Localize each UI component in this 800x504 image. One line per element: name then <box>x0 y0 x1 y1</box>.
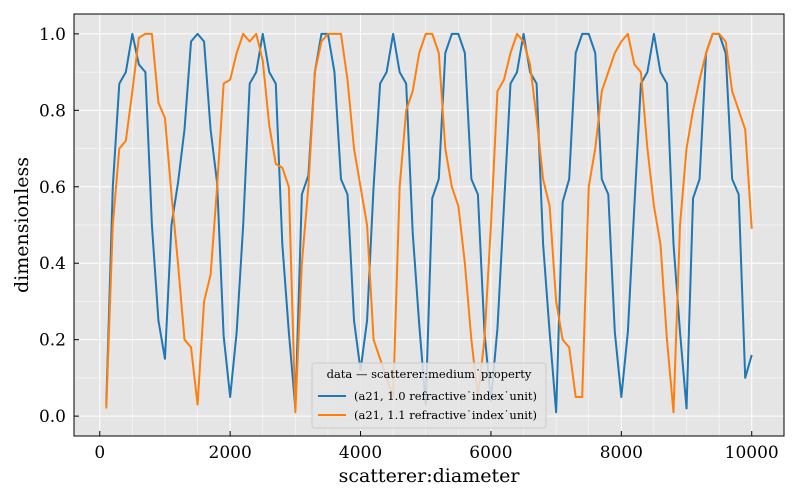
x-axis-label: scatterer:diameter <box>339 465 521 487</box>
legend: data — scatterer:medium˙property (a21, 1.… <box>311 362 547 429</box>
x-tick-label: 8000 <box>600 443 643 463</box>
legend-title: data — scatterer:medium˙property <box>327 367 532 381</box>
y-tick-label: 0.0 <box>39 407 66 427</box>
y-tick-label: 0.2 <box>39 331 66 351</box>
series-line <box>105 32 753 414</box>
y-axis-label: dimensionless <box>11 157 33 293</box>
y-tick-label: 0.6 <box>39 178 66 198</box>
legend-label: (a21, 1.0 refractive˙index˙unit) <box>354 389 537 403</box>
legend-label: (a21, 1.1 refractive˙index˙unit) <box>354 408 537 422</box>
x-tick-label: 2000 <box>209 443 252 463</box>
x-tick-label: 6000 <box>469 443 512 463</box>
x-tick-label: 10000 <box>725 443 779 463</box>
y-tick-label: 0.8 <box>39 101 66 121</box>
plot-frame <box>73 13 785 437</box>
y-tick-label: 1.0 <box>39 25 66 45</box>
series-line <box>105 32 753 414</box>
x-tick-label: 0 <box>94 443 105 463</box>
legend-box <box>311 362 547 429</box>
x-tick-label: 4000 <box>339 443 382 463</box>
y-tick-label: 0.4 <box>39 254 66 274</box>
